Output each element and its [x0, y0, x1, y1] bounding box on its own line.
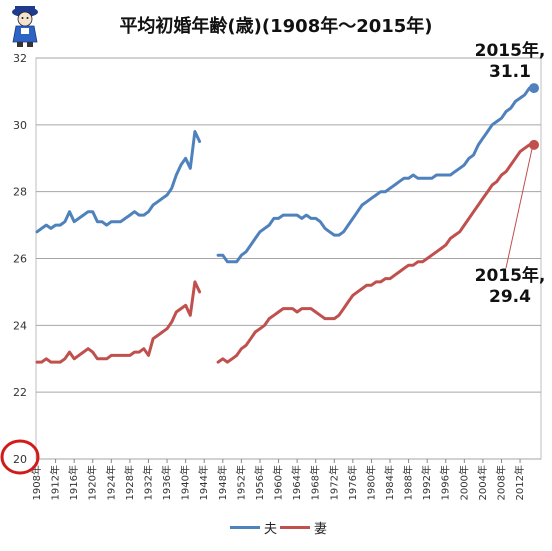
x-tick-label: 1980年 [364, 465, 377, 500]
y-tick-label: 30 [13, 119, 27, 132]
series-line-husband [35, 130, 202, 234]
x-tick-label: 1908年 [30, 465, 43, 500]
x-tick-label: 1968年 [309, 465, 322, 500]
husband-annotation-year: 2015年, [474, 41, 546, 61]
x-tick-label: 1944年 [197, 465, 210, 500]
wife-annotation-value: 29.4 [489, 287, 531, 307]
x-tick-label: 1920年 [86, 465, 99, 500]
y-tick-label: 28 [13, 186, 27, 199]
x-tick-label: 1912年 [49, 465, 62, 500]
y-tick-label: 20 [13, 453, 27, 466]
x-tick-label: 1932年 [141, 465, 154, 500]
x-tick-label: 1928年 [123, 465, 136, 500]
y-tick-label: 32 [13, 52, 27, 65]
wife-annotation-year: 2015年, [474, 266, 546, 286]
x-tick-label: 1940年 [179, 465, 192, 500]
x-tick-label: 1992年 [420, 465, 433, 500]
legend-label-husband: 夫 [264, 522, 278, 537]
x-tick-label: 2012年 [513, 465, 526, 500]
chart-title: 平均初婚年齢(歳)(1908年～2015年) [119, 16, 433, 37]
x-tick-label: 2008年 [494, 465, 507, 500]
legend-swatch-husband [230, 526, 260, 529]
origin-highlight-circle [0, 439, 40, 475]
series-line-wife [216, 143, 536, 364]
x-tick-label: 1952年 [234, 465, 247, 500]
legend-label-wife: 妻 [314, 522, 328, 537]
series-line-husband [216, 86, 536, 264]
wife-annotation-leader [505, 148, 533, 269]
legend: 夫 妻 [0, 517, 552, 537]
husband-2015-annotation: 2015年, 31.1 [468, 41, 552, 83]
x-tick-label: 1960年 [272, 465, 285, 500]
x-tick-label: 1924年 [104, 465, 117, 500]
x-tick-label: 1972年 [327, 465, 340, 500]
husband-annotation-value: 31.1 [489, 62, 531, 82]
endpoint-marker-husband [529, 83, 539, 94]
x-tick-label: 1964年 [290, 465, 303, 500]
x-tick-label: 2004年 [476, 465, 489, 500]
series-line-wife [35, 280, 202, 364]
x-tick-label: 1984年 [383, 465, 396, 500]
legend-swatch-wife [280, 526, 310, 529]
x-tick-label: 1996年 [439, 465, 452, 500]
x-tick-label: 1936年 [160, 465, 173, 500]
mascot-logo [12, 6, 38, 47]
x-tick-label: 1916年 [67, 465, 80, 500]
x-tick-label: 1948年 [216, 465, 229, 500]
x-tick-label: 1976年 [346, 465, 359, 500]
wife-2015-annotation: 2015年, 29.4 [468, 266, 552, 308]
x-tick-label: 1988年 [402, 465, 415, 500]
x-tick-label: 1956年 [253, 465, 266, 500]
y-tick-label: 24 [13, 319, 27, 332]
y-tick-label: 22 [13, 386, 27, 399]
y-tick-label: 26 [13, 253, 27, 266]
endpoint-marker-wife [529, 139, 539, 150]
x-tick-label: 2000年 [457, 465, 470, 500]
